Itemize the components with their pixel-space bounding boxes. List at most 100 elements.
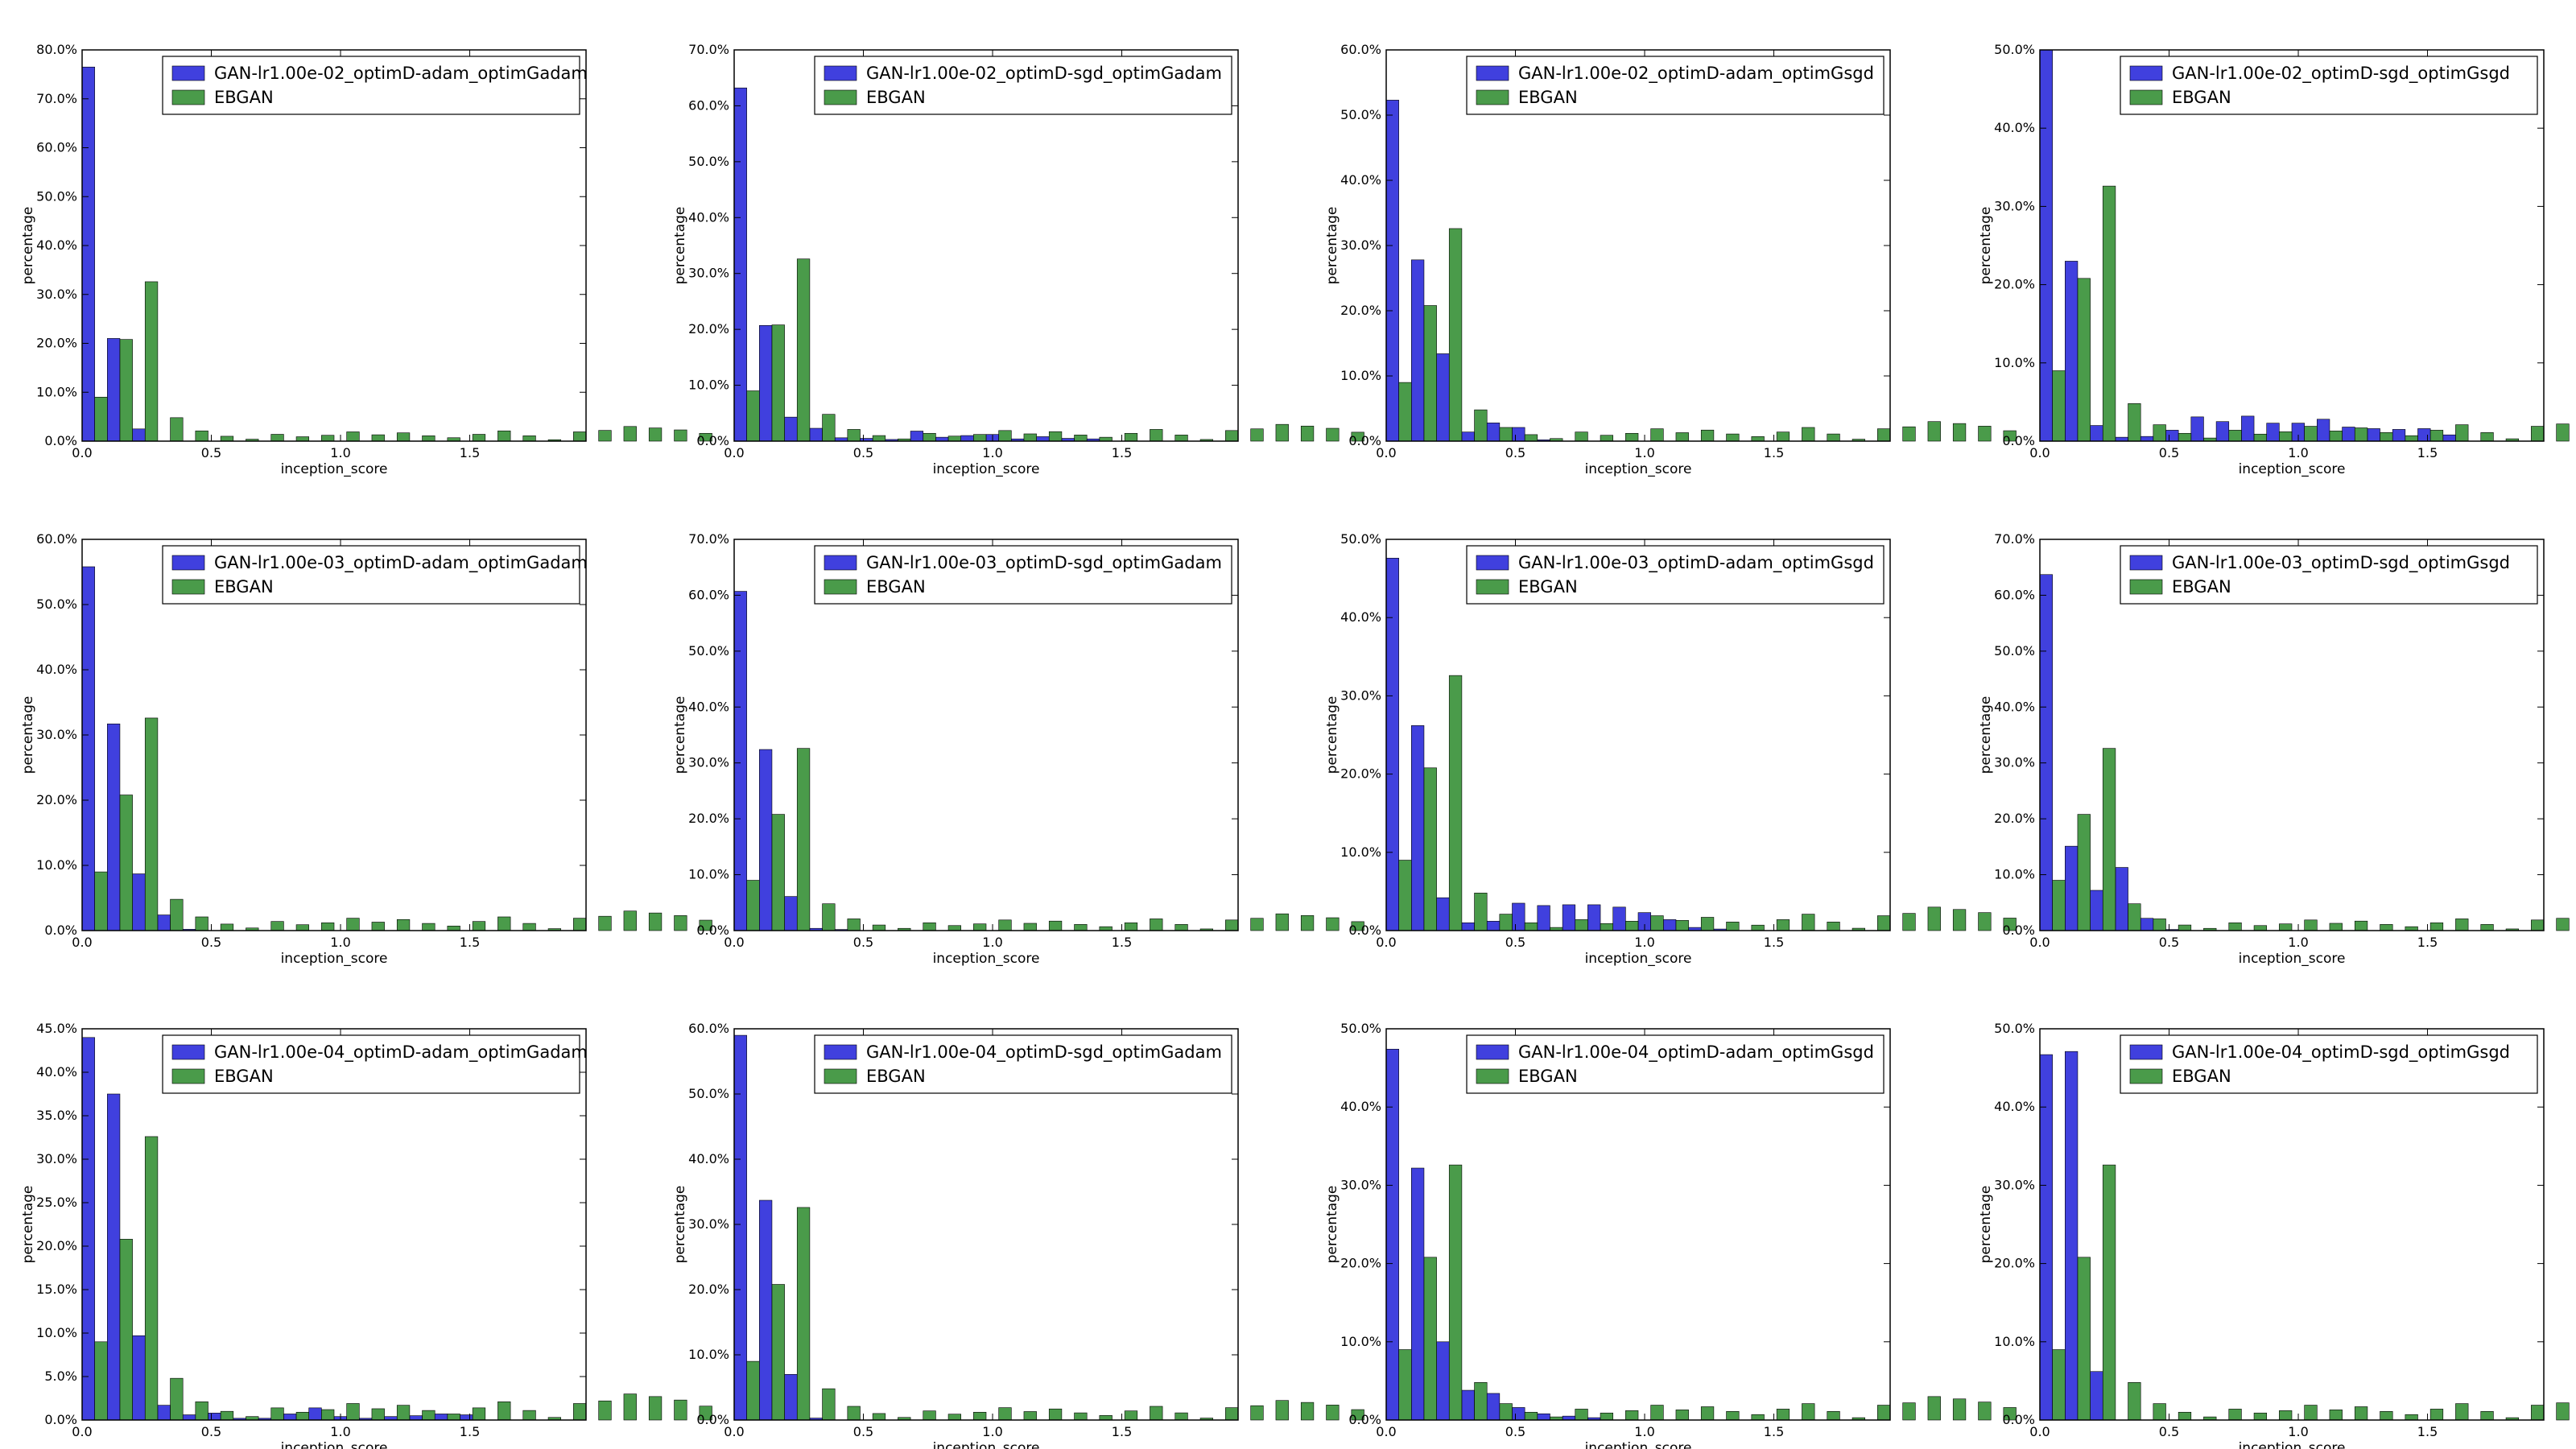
y-tick-label: 70.0%	[36, 91, 77, 106]
x-tick-label: 1.0	[2288, 935, 2308, 950]
ebgan-bar	[2102, 748, 2116, 931]
y-tick-label: 10.0%	[1994, 1334, 2035, 1349]
ebgan-bar	[497, 916, 511, 931]
y-tick-label: 40.0%	[1340, 609, 1381, 625]
x-tick-label: 0.0	[1376, 1424, 1396, 1439]
y-tick-label: 20.0%	[1340, 303, 1381, 318]
histogram-panel: 0.0% 10.0% 20.0% 30.0% 40.0% 50.0% 60.0% 0.0 0.5…	[672, 1021, 1364, 1449]
plot-frame	[1385, 539, 1891, 931]
ebgan-bar	[1802, 914, 1815, 931]
gan-bar	[132, 428, 146, 442]
x-tick-label: 0.0	[2029, 935, 2050, 950]
legend-box	[1466, 56, 1885, 115]
y-tick-label: 40.0%	[688, 1151, 729, 1166]
legend-swatch-gan	[171, 1044, 205, 1060]
ebgan-bar	[2329, 923, 2343, 931]
y-tick-label: 40.0%	[1994, 120, 2035, 135]
y-tick-label: 30.0%	[1340, 237, 1381, 253]
y-tick-label: 10.0%	[36, 857, 77, 873]
ebgan-bar	[1499, 914, 1513, 931]
legend-label-gan: GAN-lr1.00e-02_optimD-adam_optimGsgd	[1518, 64, 1874, 84]
y-tick-label: 40.0%	[1994, 1099, 2035, 1114]
y-tick-label: 50.0%	[688, 643, 729, 658]
ebgan-bar	[2455, 424, 2469, 442]
y-tick-label: 45.0%	[36, 1021, 77, 1036]
ebgan-bar	[144, 1136, 159, 1421]
gan-bar	[733, 591, 747, 931]
gan-bar	[2090, 1371, 2103, 1421]
ebgan-bar	[1225, 430, 1239, 442]
x-tick-label: 1.0	[1634, 935, 1654, 950]
ebgan-bar	[1650, 1405, 1664, 1421]
y-axis-label: percentage	[20, 1186, 36, 1264]
plot-frame	[733, 539, 1239, 931]
gan-bar	[1512, 427, 1525, 442]
y-tick-label: 0.0%	[696, 923, 729, 938]
y-tick-label: 20.0%	[688, 1282, 729, 1297]
gan-bar	[132, 873, 146, 931]
x-tick-label: 1.0	[982, 1424, 1002, 1439]
gan-bar	[1486, 1393, 1501, 1421]
y-tick-label: 20.0%	[1994, 1256, 2035, 1271]
x-axis-label: inception_score	[1585, 461, 1692, 477]
ebgan-bar	[872, 1413, 886, 1421]
y-tick-label: 40.0%	[688, 209, 729, 225]
ebgan-bar	[872, 924, 886, 931]
ebgan-bar	[346, 431, 360, 442]
legend-swatch-ebgan	[2129, 1068, 2163, 1084]
legend-swatch-gan	[171, 555, 205, 571]
ebgan-bar	[1776, 1409, 1790, 1421]
ebgan-bar	[1675, 1410, 1689, 1421]
x-tick-label: 1.5	[1112, 935, 1132, 950]
x-tick-label: 1.5	[1764, 445, 1784, 460]
ebgan-bar	[1827, 1411, 1840, 1421]
ebgan-bar	[1074, 1412, 1088, 1421]
legend-swatch-gan	[2129, 65, 2163, 81]
ebgan-bar	[1902, 426, 1916, 442]
x-tick-label: 1.0	[982, 445, 1002, 460]
ebgan-bar	[170, 417, 184, 442]
y-tick-label: 15.0%	[36, 1282, 77, 1297]
y-tick-label: 40.0%	[1994, 699, 2035, 714]
y-axis-label: percentage	[1978, 1186, 1994, 1264]
ebgan-bar	[396, 432, 411, 442]
y-tick-label: 10.0%	[688, 1347, 729, 1362]
ebgan-bar	[220, 436, 234, 442]
ebgan-bar	[1877, 1405, 1891, 1421]
ebgan-bar	[1150, 429, 1163, 442]
ebgan-bar	[1326, 1405, 1340, 1421]
gan-bar	[157, 914, 171, 931]
gan-bar	[1512, 1407, 1525, 1421]
ebgan-bar	[2531, 1405, 2545, 1421]
y-tick-label: 30.0%	[1994, 755, 2035, 770]
ebgan-bar	[94, 1341, 108, 1421]
ebgan-bar	[746, 390, 760, 442]
legend-label-gan: GAN-lr1.00e-03_optimD-sgd_optimGadam	[866, 553, 1222, 573]
x-tick-label: 1.5	[1112, 445, 1132, 460]
ebgan-bar	[1048, 920, 1063, 931]
ebgan-bar	[1700, 429, 1715, 442]
ebgan-bar	[2003, 1407, 2017, 1421]
gan-bar	[1486, 423, 1501, 442]
ebgan-bar	[1174, 435, 1188, 442]
gan-bar	[2266, 423, 2280, 442]
ebgan-bar	[2380, 1411, 2393, 1421]
plot-frame	[1385, 1028, 1891, 1421]
x-tick-label: 0.5	[201, 445, 221, 460]
y-axis-label: percentage	[672, 696, 688, 774]
gan-bar	[1385, 558, 1399, 931]
gan-bar	[758, 324, 773, 442]
ebgan-bar	[1952, 423, 1967, 442]
gan-bar	[2090, 425, 2103, 442]
ebgan-bar	[1499, 1403, 1513, 1421]
ebgan-bar	[1250, 918, 1264, 931]
x-tick-label: 1.0	[330, 1424, 350, 1439]
legend-swatch-ebgan	[2129, 89, 2163, 105]
y-tick-label: 80.0%	[36, 42, 77, 57]
ebgan-bar	[170, 1377, 184, 1421]
x-axis-label: inception_score	[933, 461, 1040, 477]
ebgan-bar	[1023, 923, 1037, 931]
ebgan-bar	[321, 922, 335, 931]
gan-bar	[1537, 1413, 1550, 1421]
ebgan-bar	[1174, 924, 1188, 931]
